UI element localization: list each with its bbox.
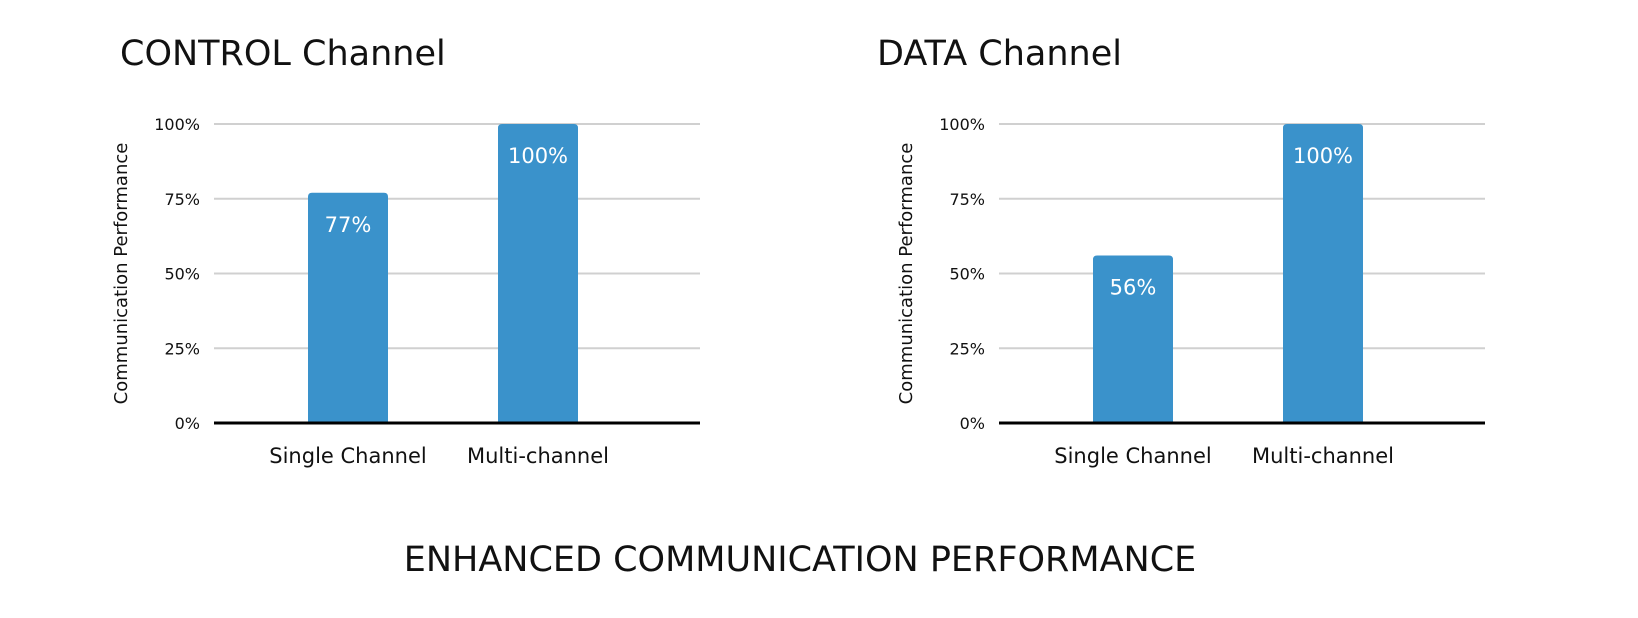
- x-tick-label: Multi-channel: [1252, 444, 1394, 468]
- y-tick-label: 0%: [175, 414, 200, 433]
- control-chart-title: CONTROL Channel: [120, 34, 446, 74]
- y-tick-label: 100%: [154, 115, 200, 134]
- data-channel-chart: 0% 25% 50% 75% 100% Communication Performance…: [896, 115, 1485, 468]
- bar-data-label: 100%: [508, 144, 568, 168]
- bar-data-label: 56%: [1110, 276, 1157, 300]
- bar: [1283, 124, 1363, 423]
- y-tick-label: 25%: [949, 339, 985, 358]
- bar-data-label: 77%: [325, 213, 372, 237]
- y-axis-label: Communication Performance: [896, 143, 917, 405]
- x-tick-label: Multi-channel: [467, 444, 609, 468]
- bar: [1093, 255, 1173, 423]
- figure-caption: ENHANCED COMMUNICATION PERFORMANCE: [403, 540, 1197, 580]
- y-axis-label: Communication Performance: [111, 143, 132, 405]
- data-chart-title: DATA Channel: [877, 34, 1122, 74]
- y-tick-label: 75%: [949, 190, 985, 209]
- x-tick-label: Single Channel: [269, 444, 426, 468]
- y-tick-label: 0%: [960, 414, 985, 433]
- y-tick-label: 75%: [164, 190, 200, 209]
- y-tick-label: 100%: [939, 115, 985, 134]
- bar: [308, 192, 388, 423]
- y-tick-label: 50%: [164, 265, 200, 284]
- y-tick-label: 25%: [164, 339, 200, 358]
- bar: [498, 124, 578, 423]
- control-channel-chart: 0% 25% 50% 75% 100% Communication Performance…: [111, 115, 700, 468]
- x-tick-label: Single Channel: [1054, 444, 1211, 468]
- y-tick-label: 50%: [949, 265, 985, 284]
- bar-data-label: 100%: [1293, 144, 1353, 168]
